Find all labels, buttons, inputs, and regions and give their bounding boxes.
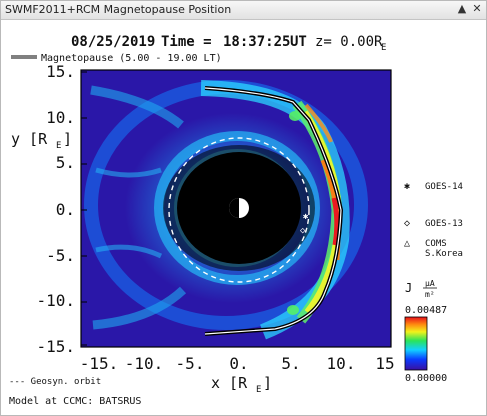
- header-z: z= 0.00R: [315, 34, 383, 50]
- x-tick-label: 15: [375, 354, 394, 373]
- y-axis-label: y [R: [11, 130, 48, 148]
- y-axis-label-subscript: E: [56, 141, 61, 151]
- y-tick-label: 10.: [46, 108, 75, 127]
- magnetopause-boundary-inner: [204, 87, 342, 335]
- header-date: 08/25/2019: [71, 34, 155, 50]
- y-tick-label: 15.: [46, 62, 75, 81]
- colorbar-unit-top: μA: [425, 279, 435, 288]
- x-axis-label: x [R: [211, 374, 248, 392]
- window-title: SWMF2011+RCM Magnetopause Position: [5, 3, 232, 16]
- geosync-orbit: [168, 137, 310, 283]
- collapse-icon[interactable]: ▲: [457, 2, 467, 15]
- goes14-legend-label: GOES-14: [425, 182, 463, 192]
- x-tick-label: 0.: [229, 354, 248, 373]
- colorbar-unit-bottom: m²: [425, 290, 435, 299]
- y-axis-label-close: ]: [63, 130, 72, 148]
- y-tick-label: -15.: [36, 337, 75, 356]
- x-tick-label: 5.: [281, 354, 300, 373]
- colorbar-label: J: [405, 281, 412, 295]
- header-z-subscript: E: [381, 43, 386, 53]
- y-tick-label: -10.: [36, 291, 75, 310]
- magnetopause-legend-label: Magnetopause (5.00 - 19.00 LT): [41, 53, 222, 64]
- header-time-label: Time =: [161, 34, 212, 50]
- model-credit: Model at CCMC: BATSRUS: [9, 396, 141, 407]
- y-tick-labels: 15. 10. 5. 0. -5. -10. -15.: [36, 62, 75, 356]
- x-tick-label: -5.: [176, 354, 205, 373]
- header-time-unit: UT: [290, 34, 307, 50]
- colorbar-max: 0.00487: [405, 305, 447, 316]
- x-axis-label-close: ]: [263, 374, 272, 392]
- y-tick-label: -5.: [46, 246, 75, 265]
- header-time: 18:37:25: [223, 34, 290, 50]
- goes14-marker: ✱: [303, 212, 309, 222]
- x-tick-label: -15.: [80, 354, 119, 373]
- coms-legend-label: COMS: [425, 239, 447, 249]
- goes13-legend-marker: ◇: [404, 218, 410, 229]
- magnetopause-plot: 08/25/2019 Time = 18:37:25 UT z= 0.00R E…: [9, 34, 463, 407]
- y-tick-label: 0.: [56, 200, 75, 219]
- colorbar-min: 0.00000: [405, 373, 447, 384]
- goes13-legend-label: GOES-13: [425, 219, 463, 229]
- x-axis-label-subscript: E: [256, 385, 261, 395]
- x-tick-label: -10.: [125, 354, 164, 373]
- coms-legend-label-2: S.Korea: [425, 249, 463, 259]
- goes13-marker: ◇: [300, 226, 306, 236]
- title-bar: SWMF2011+RCM Magnetopause Position ▲ ✕: [1, 1, 486, 20]
- close-icon[interactable]: ✕: [472, 2, 482, 15]
- coms-legend-marker: △: [404, 238, 410, 249]
- earth-night-side: [229, 198, 239, 218]
- y-tick-label: 5.: [56, 153, 75, 172]
- goes14-legend-marker: ✱: [404, 181, 410, 192]
- x-tick-labels: -15. -10. -5. 0. 5. 10. 15: [80, 354, 395, 373]
- plot-frame: [80, 69, 392, 348]
- geosync-legend: --- Geosyn. orbit: [9, 377, 101, 387]
- x-tick-label: 10.: [327, 354, 356, 373]
- colorbar: [404, 316, 428, 371]
- y-tick-marks: [81, 71, 87, 346]
